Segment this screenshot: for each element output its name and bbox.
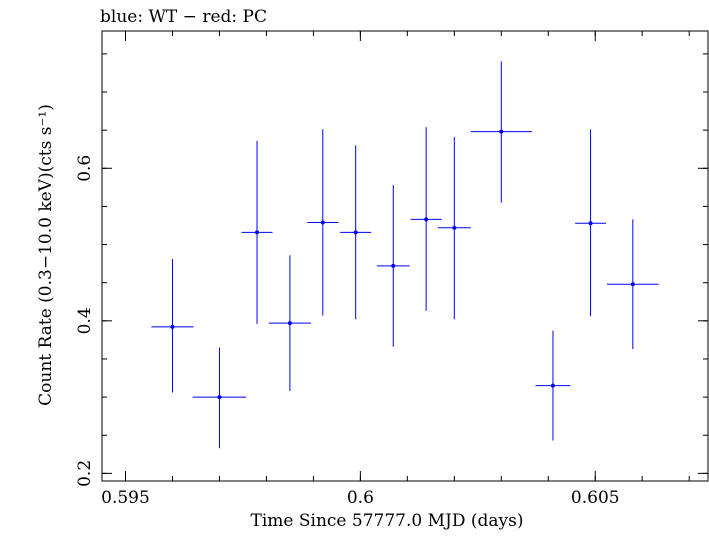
data-marker xyxy=(452,225,457,230)
x-tick-label: 0.595 xyxy=(101,488,150,508)
data-point xyxy=(437,137,471,320)
y-axis-label: Count Rate (0.3−10.0 keV)(cts s⁻¹) xyxy=(36,104,56,406)
data-marker xyxy=(391,263,396,268)
y-tick-label: 0.6 xyxy=(75,155,95,182)
data-marker xyxy=(255,230,260,235)
y-tick-label: 0.4 xyxy=(75,307,95,334)
data-point xyxy=(241,140,273,324)
data-series xyxy=(151,61,659,449)
data-marker xyxy=(588,221,593,226)
data-point xyxy=(307,129,339,316)
axis-ticks xyxy=(102,31,708,481)
data-marker xyxy=(287,321,292,326)
data-point xyxy=(268,255,312,391)
data-point xyxy=(151,259,194,393)
axis-tick-labels: 0.595 0.6 0.605 0.2 0.4 0.6 xyxy=(75,155,620,508)
plot-frame xyxy=(101,30,709,482)
data-point xyxy=(535,330,571,441)
data-marker xyxy=(217,395,222,400)
data-marker xyxy=(170,324,175,329)
data-point xyxy=(410,127,442,311)
data-marker xyxy=(424,217,429,222)
x-tick-label: 0.605 xyxy=(571,488,620,508)
data-point xyxy=(575,129,607,317)
data-marker xyxy=(550,383,555,388)
chart-title: blue: WT − red: PC xyxy=(100,7,267,27)
data-point xyxy=(607,219,659,350)
x-tick-label: 0.6 xyxy=(347,488,374,508)
data-point xyxy=(376,185,410,347)
data-point xyxy=(192,347,247,449)
data-marker xyxy=(353,230,358,235)
data-marker xyxy=(499,129,504,134)
data-point xyxy=(340,145,372,320)
data-marker xyxy=(320,220,325,225)
x-axis-label: Time Since 57777.0 MJD (days) xyxy=(251,511,524,531)
data-point xyxy=(470,61,532,203)
y-tick-label: 0.2 xyxy=(75,460,95,487)
data-marker xyxy=(630,282,635,287)
